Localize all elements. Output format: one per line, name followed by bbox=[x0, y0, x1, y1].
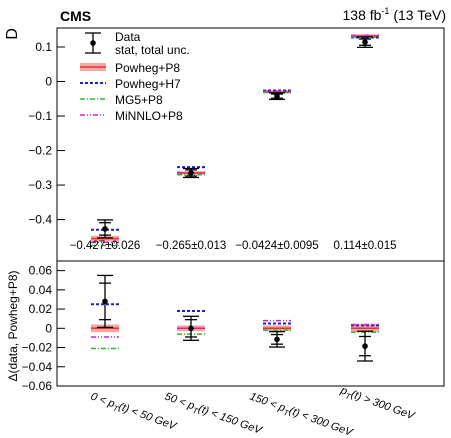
legend-entry-mg5-p8: MG5+P8 bbox=[80, 93, 163, 107]
top-ytick-label-5: −0.4 bbox=[28, 213, 52, 227]
top-ylabel: D bbox=[4, 28, 21, 40]
legend-data-sublabel: stat, total unc. bbox=[115, 43, 190, 57]
bottom-ylabel: Δ(data, Powheg+P8) bbox=[6, 270, 20, 381]
legend-entry-data: Data stat, total unc. bbox=[85, 30, 190, 57]
top-ytick-label-3: −0.2 bbox=[28, 144, 52, 158]
top-data-point-bin3 bbox=[274, 93, 280, 99]
legend-entry-powheg-p8: Powheg+P8 bbox=[80, 61, 180, 75]
top-ytick-label-1: 0 bbox=[45, 75, 52, 89]
bottom-panel-frame bbox=[56, 260, 445, 387]
legend-data-label: Data bbox=[115, 30, 141, 44]
legend: Data stat, total unc. Powheg+P8 Powheg+H… bbox=[80, 30, 190, 123]
legend-data-marker bbox=[90, 40, 96, 46]
bottom-ytick-label-2: 0.02 bbox=[29, 302, 53, 316]
top-data-point-bin2 bbox=[188, 170, 194, 176]
bottom-ytick-label-1: 0.04 bbox=[29, 283, 53, 297]
value-label-bin1: −0.427±0.026 bbox=[70, 240, 141, 252]
x-category-bin3: 150 < pT(t) < 300 GeV bbox=[247, 391, 355, 438]
top-data-point-bin4 bbox=[362, 39, 368, 45]
bottom-ytick-label-6: −0.06 bbox=[22, 379, 53, 393]
bottom-ytick-label-4: −0.02 bbox=[22, 341, 53, 355]
bottom-ytick-label-5: −0.04 bbox=[22, 360, 53, 374]
lumi-energy: (13 TeV) bbox=[389, 7, 446, 23]
legend-entry-minnlo-p8: MiNNLO+P8 bbox=[80, 109, 183, 123]
bottom-data-point-bin3 bbox=[274, 336, 280, 343]
top-ytick-label-2: −0.1 bbox=[28, 109, 52, 123]
legend-powheg-p8-label: Powheg+P8 bbox=[115, 61, 180, 75]
lumi-value: 138 fb bbox=[343, 7, 382, 23]
bottom-data-point-bin2 bbox=[188, 325, 194, 332]
legend-mg5-p8-label: MG5+P8 bbox=[115, 93, 163, 107]
legend-entry-powheg-h7: Powheg+H7 bbox=[80, 77, 181, 91]
x-category-labels: 0 < pT(t) < 50 GeV 50 < pT(t) < 150 GeV … bbox=[88, 384, 417, 438]
value-label-bin2: −0.265±0.013 bbox=[156, 240, 227, 252]
top-ytick-label-0: 0.1 bbox=[35, 40, 52, 54]
legend-minnlo-p8-label: MiNNLO+P8 bbox=[115, 109, 183, 123]
value-labels: −0.427±0.026 −0.265±0.013 −0.0424±0.0095… bbox=[70, 240, 397, 252]
bottom-data-point-bin4 bbox=[362, 343, 368, 349]
x-category-bin4: pT(t) > 300 GeV bbox=[337, 384, 417, 425]
legend-powheg-h7-label: Powheg+H7 bbox=[115, 77, 181, 91]
lumi-exponent: -1 bbox=[381, 6, 389, 16]
lumi-label: 138 fb-1 (13 TeV) bbox=[343, 6, 447, 23]
bottom-ytick-label-3: 0 bbox=[45, 321, 52, 335]
value-label-bin3: −0.0424±0.0095 bbox=[235, 240, 318, 252]
top-ytick-label-4: −0.3 bbox=[28, 178, 52, 192]
experiment-label: CMS bbox=[60, 8, 91, 24]
bottom-ytick-label-0: 0.06 bbox=[29, 264, 53, 278]
top-data-point-bin1 bbox=[102, 226, 108, 232]
bottom-data-point-bin1 bbox=[102, 298, 108, 305]
value-label-bin4: 0.114±0.015 bbox=[333, 240, 396, 252]
